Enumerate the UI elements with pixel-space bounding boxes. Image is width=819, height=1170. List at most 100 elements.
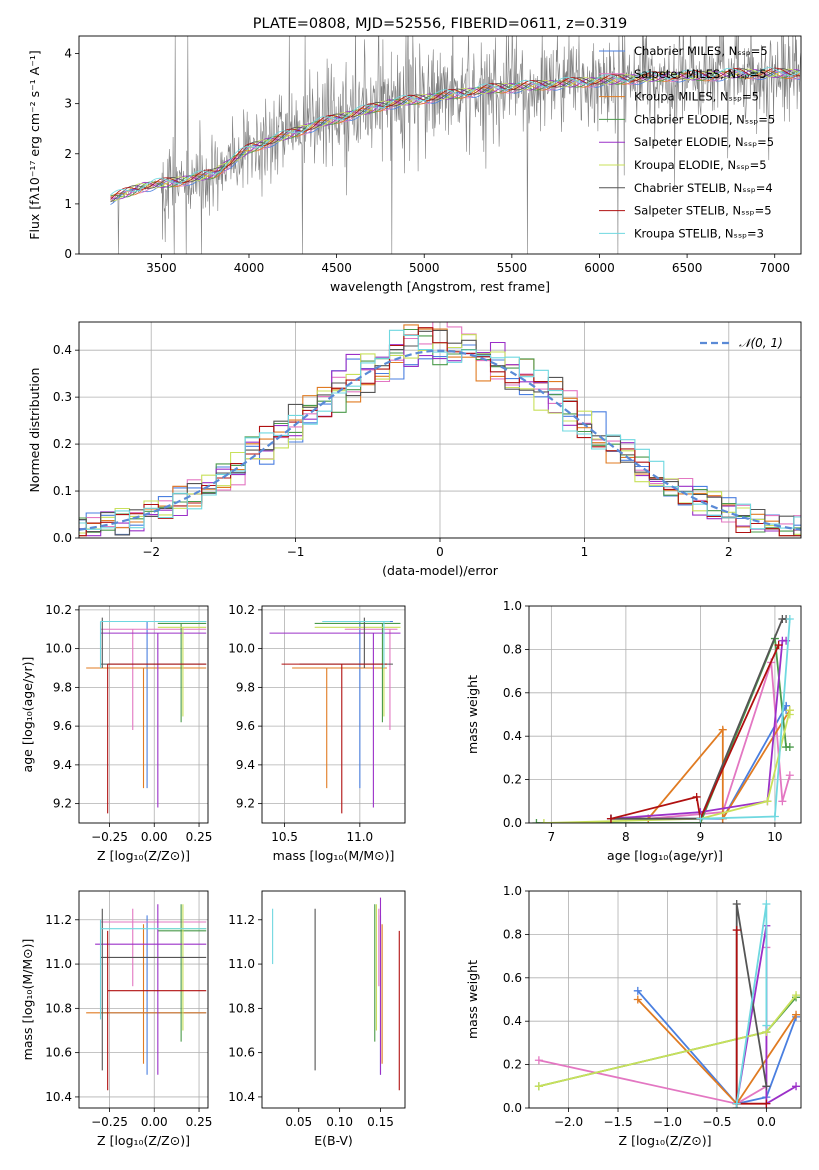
series-marker [774,641,783,650]
series-marker [534,1082,543,1091]
point-chabrier-stelib [100,617,207,668]
series-marker [792,991,801,1000]
x-tick-label: 0 [436,545,444,559]
x-axis-label: Z [log₁₀(Z/Z⊙)] [97,848,190,863]
x-tick-label: 0.05 [285,1115,312,1129]
x-axis-label: age [log₁₀(age/yr)] [607,848,723,863]
y-tick-label: 10.6 [45,1046,72,1060]
x-tick-label: 7 [548,830,556,844]
x-tick-label: 10.5 [271,830,298,844]
series-kroupa-elodie [534,991,801,1091]
series-salpeter-elodie [606,636,791,823]
model-kroupa-stelib [110,67,801,196]
point-salpeter-stelib [107,930,207,1091]
x-tick-label: 7000 [759,261,790,275]
x-axis-label: mass [log₁₀(M/M⊙)] [273,848,395,863]
y-tick-label: 10.8 [45,1001,72,1015]
x-tick-label: −0.25 [91,1115,128,1129]
y-tick-label: 11.0 [228,957,255,971]
y-tick-label: 1.0 [503,599,522,613]
x-tick-label: 2 [725,545,733,559]
y-tick-label: 9.4 [53,758,72,772]
x-axis-label: Z [log₁₀(Z/Z⊙)] [97,1133,190,1148]
y-tick-label: 1.0 [503,884,522,898]
x-axis-label: Z [log₁₀(Z/Z⊙)] [619,1133,712,1148]
series-marker [770,812,779,821]
legend: 𝒩(0, 1) [700,336,783,350]
axes-mass_vs_ebv: 0.05 0.10 0.15 10.4 10.6 10.8 11.0 11.2 E(B-V) [228,890,406,1148]
series-marker [718,725,727,734]
series-marker [762,900,771,909]
x-tick-label: 0.25 [186,830,213,844]
series-marker [762,1082,771,1091]
y-tick-label: 9.2 [53,797,72,811]
axes-frame [261,890,406,1109]
point-salpeter-stelib [107,663,207,814]
y-tick-label: 0.0 [53,531,72,545]
normal-curve [79,349,801,531]
legend-entry: Chabrier MILES, Nₛₛₚ=5 [634,44,768,58]
y-tick-label: 10.0 [45,642,72,656]
series-chabrier-elodie [532,634,794,823]
point-chabrier-stelib [299,617,393,668]
x-axis-label: wavelength [Angstrom, rest frame] [330,279,550,294]
y-tick-label: 9.6 [236,719,255,733]
series-line [611,618,787,820]
y-tick-label: 0.0 [503,816,522,830]
y-tick-label: 2 [64,147,72,161]
axes-age_vs_mass: 10.5 11.0 9.2 9.4 9.6 9.8 10.0 10.2 mass [log₁₀(… [228,603,406,863]
series-kroupa-elodie [539,706,794,823]
plot-area-mw_vs_age [529,606,801,823]
histogram-salpeter-stelib [79,327,801,537]
x-axis-label: (data-model)/error [382,563,499,578]
model-salpeter-stelib [110,67,800,200]
series-marker [732,1099,741,1108]
series-marker [763,797,772,806]
series-marker [539,819,548,823]
y-axis-label: Flux [fλ10⁻¹⁷ erg cm⁻² s⁻¹ A⁻¹] [27,50,42,239]
y-tick-label: 0.6 [503,971,522,985]
axes-frame [78,321,802,539]
axes-frame [78,605,209,824]
histogram-kroupa-miles [79,324,801,537]
point-salpeter-elodie [95,904,207,1075]
point-salpeter-elodie [100,632,207,808]
series-marker [785,771,794,780]
series-line [538,947,768,1105]
x-tick-label: 6000 [584,261,615,275]
series-marker [696,814,705,823]
series-line [536,638,790,823]
series-marker [633,995,642,1004]
x-tick-label: 5000 [409,261,440,275]
series-marker [606,814,615,823]
plot-area-mass_vs_z [79,891,208,1108]
point-kroupa-miles [86,667,207,789]
series-marker [785,710,794,719]
point-kroupa-miles [86,924,207,1064]
y-axis-label: mass [log₁₀(M/M⊙)] [20,939,35,1061]
series-marker [534,1056,543,1065]
y-tick-label: 10.4 [228,1090,255,1104]
y-tick-label: 9.4 [236,758,255,772]
point-chabrier-elodie [157,904,207,1042]
y-tick-label: 3 [64,97,72,111]
x-tick-label: −0.5 [702,1115,731,1129]
series-kroupa-stelib [696,615,794,823]
y-tick-label: 10.2 [45,603,72,617]
legend: Chabrier MILES, Nₛₛₚ=5 Salpeter MILES, Nₛ… [599,44,775,240]
point-chabrier-miles [326,620,393,789]
series-marker [762,1099,771,1108]
y-tick-label: 0.0 [503,1101,522,1115]
legend-entry: Salpeter STELIB, Nₛₛₚ=5 [634,204,772,218]
y-tick-label: 0.8 [503,642,522,656]
point-salpeter-elodie [269,632,401,808]
y-tick-label: 0.1 [53,484,72,498]
x-tick-label: −0.25 [91,830,128,844]
x-tick-label: 6500 [672,261,703,275]
y-tick-label: 0.4 [503,1014,522,1028]
chart-title: PLATE=0808, MJD=52556, FIBERID=0611, z=0… [253,16,627,32]
x-axis-label: E(B-V) [314,1133,353,1148]
y-tick-label: 0.6 [503,686,522,700]
x-tick-label: 5500 [497,261,528,275]
